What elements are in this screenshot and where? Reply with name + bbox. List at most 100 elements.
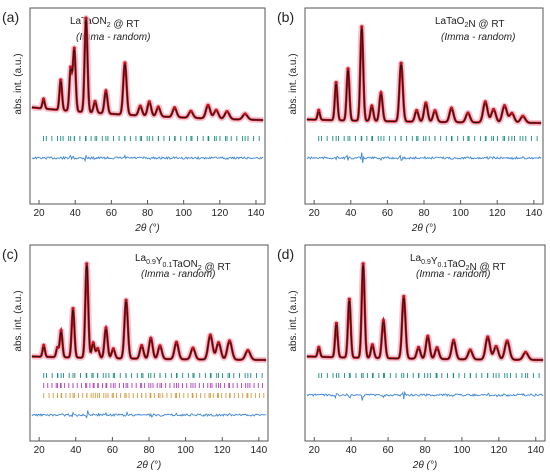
observed-peak-point bbox=[225, 109, 229, 114]
observed-peak-point bbox=[104, 326, 108, 330]
chart-title: LaTaO2N @ RT bbox=[435, 16, 504, 30]
observed-peak-point bbox=[347, 297, 351, 301]
panel-c: (c) La0.9Y0.1TaON2 @ RT(Imma - random) abs… bbox=[2, 244, 269, 471]
y-axis-label: abs. int. (a.u.) bbox=[13, 290, 24, 351]
observed-peak-point bbox=[346, 67, 350, 71]
observed-peak-point bbox=[111, 347, 115, 351]
x-axis-label: 2θ (°) bbox=[411, 223, 436, 234]
y-axis-label: abs. int. (a.u.) bbox=[13, 53, 24, 114]
chart-subtitle: (Imma - random) bbox=[76, 32, 150, 43]
observed-peak-point bbox=[191, 346, 195, 350]
observed-peak-point bbox=[370, 104, 374, 108]
difference-curve bbox=[306, 390, 544, 401]
x-tick-label: 40 bbox=[346, 445, 358, 456]
chart-subtitle: (Imma - random) bbox=[416, 269, 490, 280]
observed-peak-point bbox=[104, 89, 108, 93]
observed-peak-point bbox=[452, 338, 456, 342]
x-tick-label: 60 bbox=[383, 445, 395, 456]
observed-peak-point bbox=[59, 329, 63, 333]
x-tick-label: 140 bbox=[526, 208, 543, 219]
x-tick-label: 100 bbox=[177, 445, 194, 456]
x-tick-label: 120 bbox=[211, 208, 228, 219]
observed-peak-point bbox=[361, 262, 365, 266]
x-tick-label: 40 bbox=[70, 445, 82, 456]
x-tick-label: 20 bbox=[309, 445, 321, 456]
chart-title: LaTaON2 @ RT bbox=[70, 16, 139, 30]
panel-label: (a) bbox=[2, 9, 19, 25]
observed-peak-point bbox=[124, 298, 128, 302]
x-tick-label: 140 bbox=[248, 208, 265, 219]
observed-peak-point bbox=[370, 343, 374, 347]
observed-peak-point bbox=[216, 341, 221, 345]
observed-peak-point bbox=[468, 348, 472, 352]
observed-peak-point bbox=[71, 307, 75, 311]
observed-peak-point bbox=[72, 46, 76, 50]
chart-subtitle: (Imma - random) bbox=[441, 32, 515, 43]
observed-peak-point bbox=[433, 109, 437, 113]
observed-peak-point bbox=[402, 294, 406, 299]
observed-peak-point bbox=[486, 335, 490, 339]
observed-peak-point bbox=[173, 106, 177, 110]
observed-peak-point bbox=[91, 341, 95, 345]
x-tick-label: 120 bbox=[491, 445, 508, 456]
observed-peak-point bbox=[491, 107, 496, 112]
x-tick-label: 100 bbox=[452, 208, 469, 219]
observed-peak-point bbox=[214, 108, 218, 112]
x-tick-label: 100 bbox=[454, 445, 471, 456]
observed-peak-point bbox=[424, 101, 428, 105]
x-axis-label: 2θ (°) bbox=[136, 460, 161, 471]
calculated-pattern bbox=[306, 263, 544, 361]
observed-peak-point bbox=[149, 336, 153, 340]
panel-a: (a) LaTaON2 @ RT (Imma - random) abs. int. … bbox=[2, 7, 266, 234]
y-axis-label: abs. int. (a.u.) bbox=[288, 53, 299, 114]
observed-peak-point bbox=[156, 105, 160, 109]
observed-peak-point bbox=[59, 78, 63, 82]
observed-peak-point bbox=[123, 61, 127, 65]
observed-peak-point bbox=[494, 344, 498, 349]
x-tick-label: 140 bbox=[251, 445, 268, 456]
x-tick-label: 80 bbox=[142, 208, 154, 219]
x-tick-label: 40 bbox=[345, 208, 357, 219]
observed-peak-point bbox=[174, 340, 179, 344]
x-tick-label: 120 bbox=[214, 445, 231, 456]
observed-peak-point bbox=[246, 348, 250, 353]
observed-peak-point bbox=[42, 343, 46, 348]
observed-peak-point bbox=[334, 81, 338, 85]
observed-peak-point bbox=[435, 346, 439, 350]
observed-peak-point bbox=[208, 333, 212, 337]
observed-peak-point bbox=[483, 100, 487, 104]
observed-peak-point bbox=[84, 16, 88, 20]
x-tick-label: 80 bbox=[419, 445, 431, 456]
observed-peak-point bbox=[521, 114, 525, 118]
observed-peak-point bbox=[449, 106, 454, 110]
calculated-pattern bbox=[306, 26, 542, 124]
difference-curve bbox=[31, 410, 267, 419]
observed-peak-point bbox=[96, 346, 100, 351]
x-tick-label: 60 bbox=[382, 208, 394, 219]
observed-peak-point bbox=[93, 99, 97, 104]
observed-peak-point bbox=[158, 344, 162, 348]
panel-label: (d) bbox=[277, 246, 294, 262]
observed-peak-point bbox=[147, 100, 151, 104]
observed-peak-point bbox=[360, 25, 364, 29]
x-tick-label: 20 bbox=[309, 208, 321, 219]
y-axis-label: abs. int. (a.u.) bbox=[288, 290, 299, 351]
observed-peak-point bbox=[317, 108, 321, 112]
observed-peak-point bbox=[399, 61, 403, 65]
observed-peak-point bbox=[85, 262, 89, 266]
observed-peak-point bbox=[505, 339, 509, 343]
panel-b: (b) LaTaO2N @ RT (Imma - random) abs. int. … bbox=[277, 7, 544, 234]
x-tick-label: 80 bbox=[418, 208, 430, 219]
calculated-pattern bbox=[31, 263, 267, 361]
observed-peak-point bbox=[140, 343, 144, 348]
difference-curve bbox=[306, 152, 542, 164]
x-axis-label: 2θ (°) bbox=[412, 460, 437, 471]
x-tick-label: 60 bbox=[107, 445, 119, 456]
x-axis-label: 2θ (°) bbox=[134, 223, 159, 234]
x-tick-label: 20 bbox=[34, 445, 46, 456]
panel-label: (c) bbox=[2, 246, 18, 262]
panel-label: (b) bbox=[277, 9, 294, 25]
observed-peak-point bbox=[510, 111, 514, 115]
difference-curve bbox=[31, 154, 264, 163]
